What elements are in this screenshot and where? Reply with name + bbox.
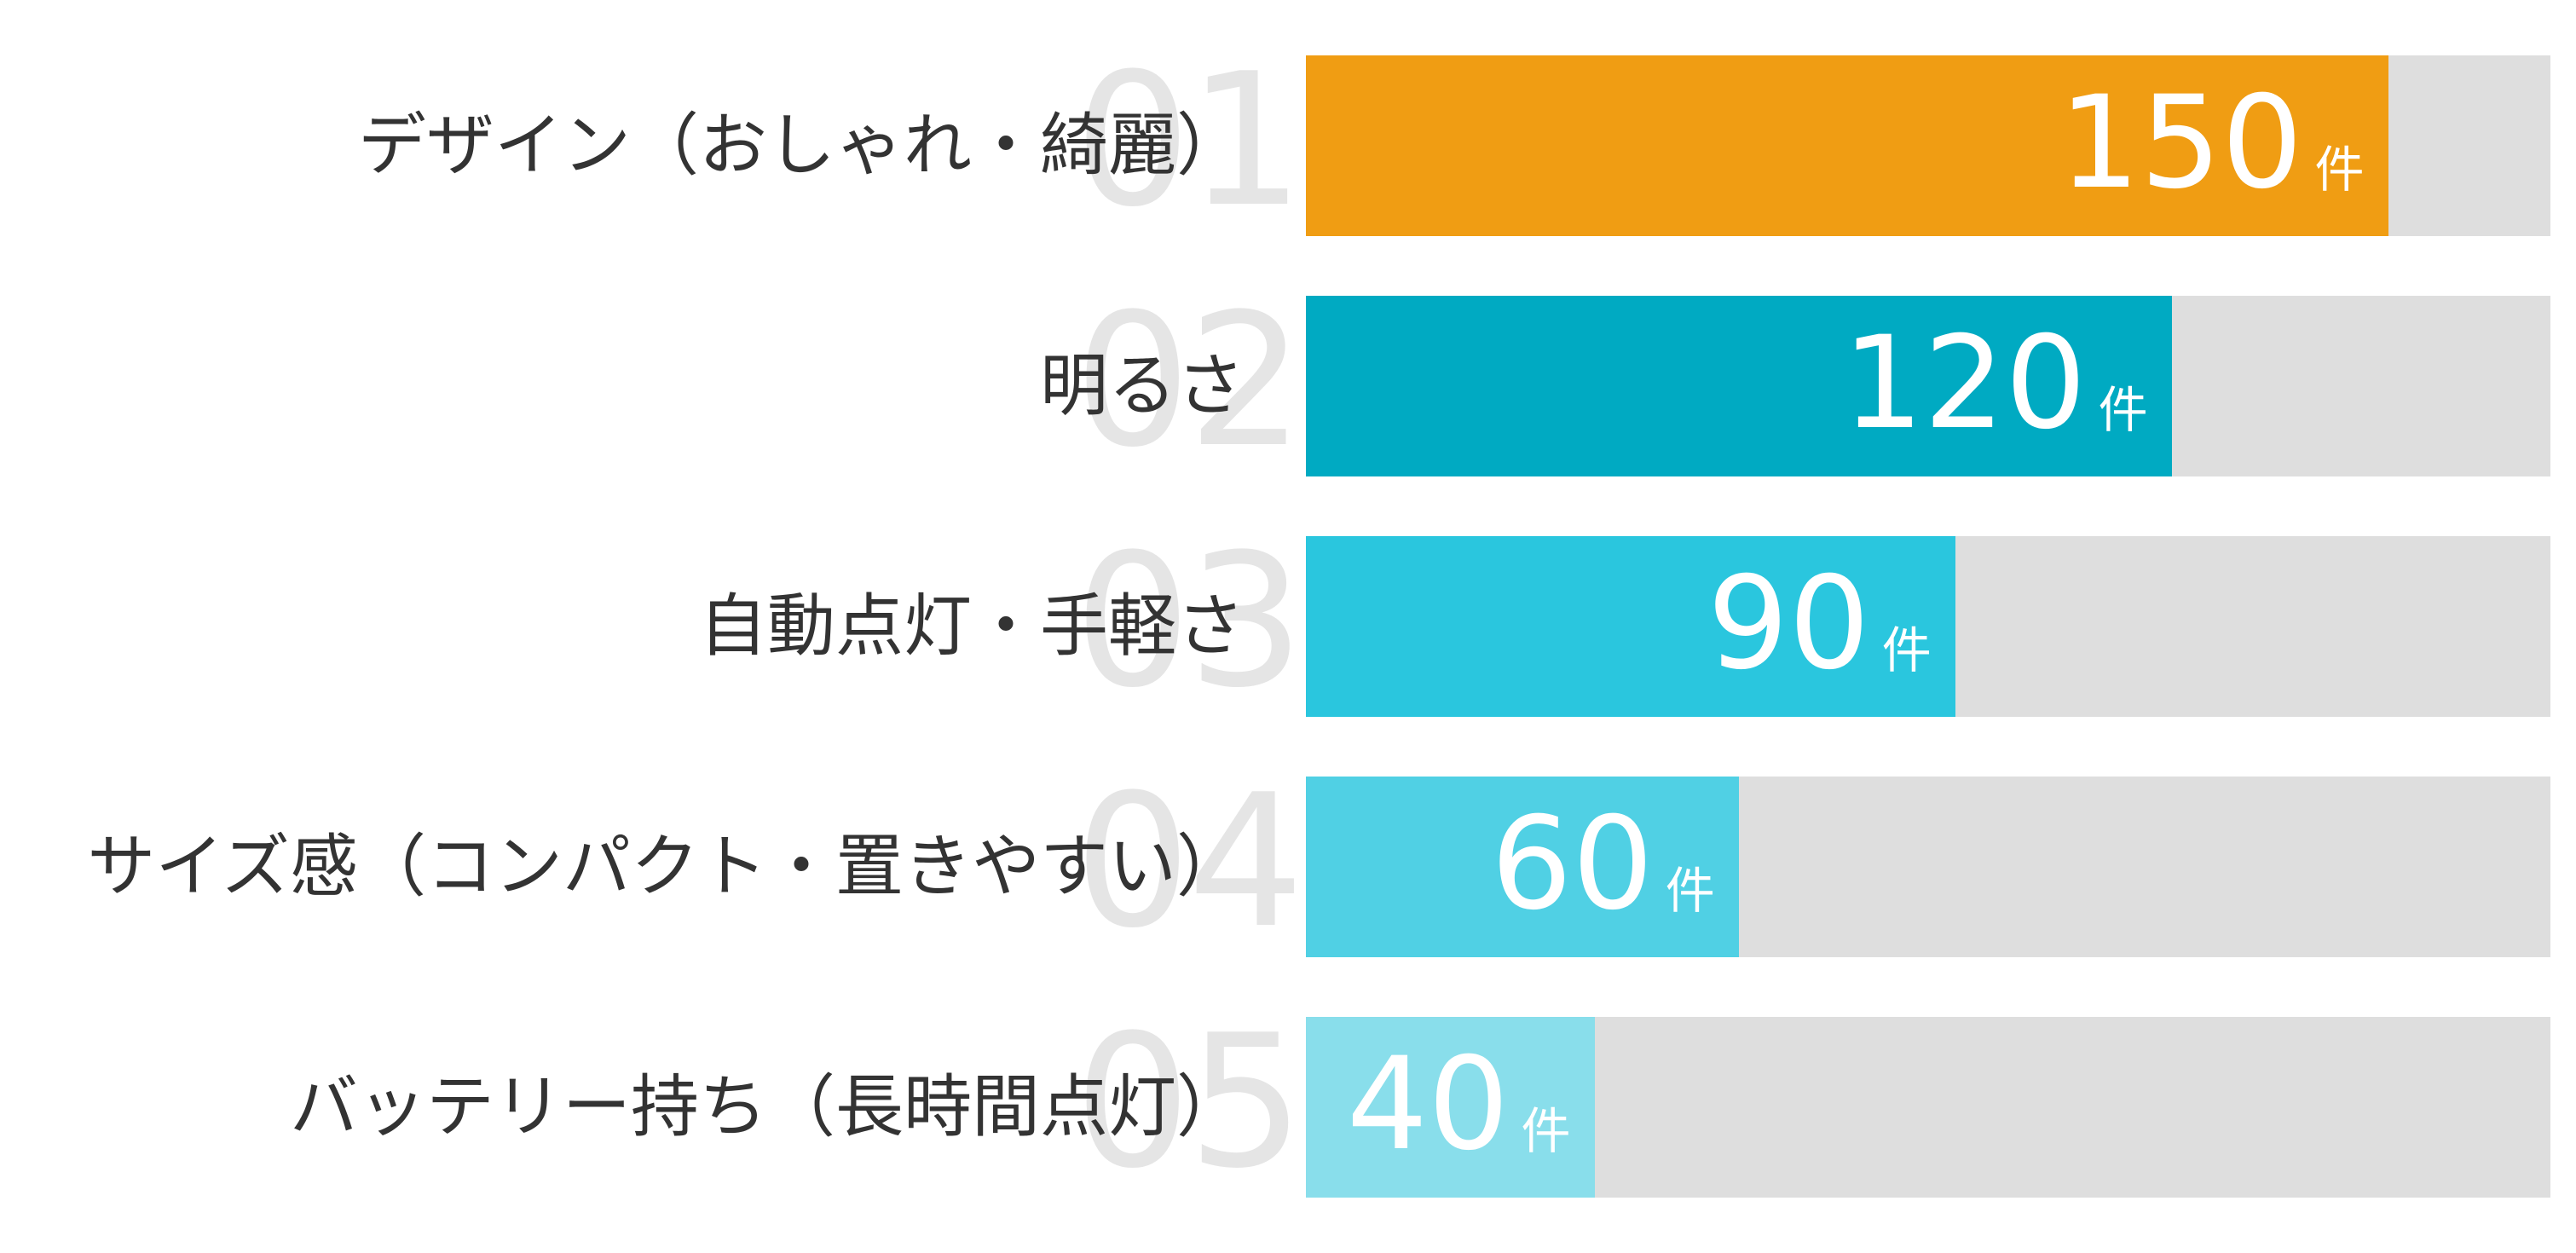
- value-number: 60: [1490, 790, 1654, 938]
- bar-value: 120 件: [1842, 320, 2147, 448]
- value-number: 120: [1842, 309, 2087, 458]
- value-number: 150: [2059, 69, 2303, 217]
- bar-fill: 60 件: [1306, 777, 1739, 957]
- bar-track: 150 件: [1306, 55, 2550, 236]
- row-label-area: 05 バッテリー持ち（長時間点灯）: [0, 1010, 1306, 1198]
- value-unit: 件: [2314, 141, 2365, 199]
- rank-number: 01: [1074, 33, 1304, 247]
- row-label-area: 02 明るさ: [0, 289, 1306, 476]
- rank-number: 02: [1074, 274, 1304, 488]
- value-unit: 件: [1665, 862, 1715, 920]
- value-number: 90: [1707, 550, 1870, 698]
- chart-row: 01 デザイン（おしゃれ・綺麗） 150 件: [0, 49, 2550, 236]
- bar-value: 40 件: [1347, 1041, 1571, 1169]
- rank-number: 04: [1074, 754, 1304, 968]
- bar-fill: 90 件: [1306, 536, 1955, 717]
- value-unit: 件: [1881, 621, 1932, 679]
- rank-number: 05: [1074, 995, 1304, 1209]
- category-label: サイズ感（コンパクト・置きやすい）: [87, 827, 1245, 906]
- chart-row: 04 サイズ感（コンパクト・置きやすい） 60 件: [0, 770, 2550, 957]
- category-label: 自動点灯・手軽さ: [699, 586, 1245, 666]
- row-label-area: 01 デザイン（おしゃれ・綺麗）: [0, 49, 1306, 236]
- chart-row: 05 バッテリー持ち（長時間点灯） 40 件: [0, 1010, 2550, 1198]
- value-unit: 件: [1521, 1102, 1571, 1160]
- bar-track: 120 件: [1306, 296, 2550, 476]
- chart-row: 02 明るさ 120 件: [0, 289, 2550, 476]
- bar-track: 60 件: [1306, 777, 2550, 957]
- category-label: 明るさ: [1040, 346, 1245, 425]
- value-number: 40: [1346, 1031, 1510, 1179]
- bar-fill: 40 件: [1306, 1017, 1595, 1198]
- row-label-area: 04 サイズ感（コンパクト・置きやすい）: [0, 770, 1306, 957]
- bar-value: 90 件: [1707, 560, 1932, 688]
- bar-fill: 150 件: [1306, 55, 2388, 236]
- bar-value: 60 件: [1491, 800, 1715, 928]
- chart-row: 03 自動点灯・手軽さ 90 件: [0, 529, 2550, 717]
- rank-number: 03: [1074, 514, 1304, 728]
- row-label-area: 03 自動点灯・手軽さ: [0, 529, 1306, 717]
- bar-track: 90 件: [1306, 536, 2550, 717]
- bar-track: 40 件: [1306, 1017, 2550, 1198]
- value-unit: 件: [2098, 381, 2148, 439]
- bar-value: 150 件: [2059, 79, 2364, 207]
- category-label: バッテリー持ち（長時間点灯）: [290, 1067, 1245, 1146]
- bar-fill: 120 件: [1306, 296, 2172, 476]
- category-label: デザイン（おしゃれ・綺麗）: [358, 106, 1245, 185]
